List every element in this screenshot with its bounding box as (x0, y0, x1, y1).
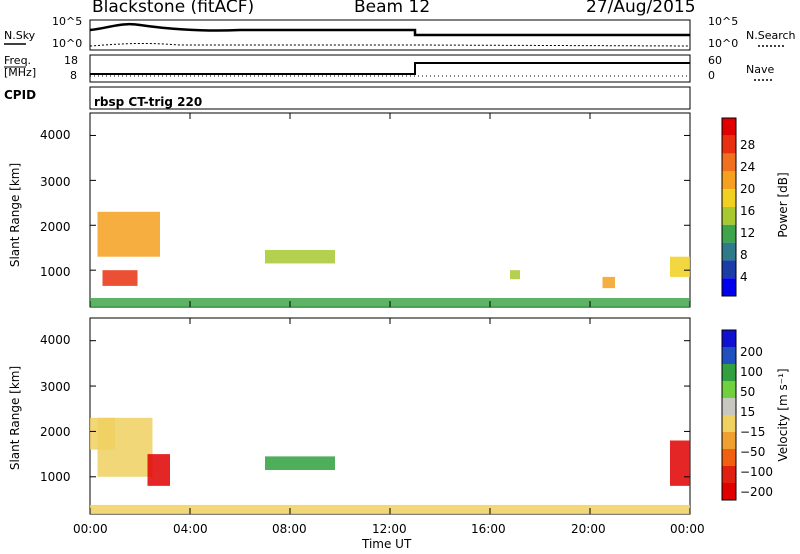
freq-label: Freq. (4, 54, 32, 67)
velocity-ytick-4000: 4000 (40, 333, 71, 347)
vel-cbar-tick-100: 100 (740, 365, 763, 379)
date-title: 27/Aug/2015 (586, 0, 696, 17)
nave-label: Nave (746, 63, 775, 76)
vel-cbar-tick-neg50: −50 (740, 445, 766, 459)
power-colorbar-cell-2 (722, 153, 736, 172)
vel-cbar-tick-neg200: −200 (740, 485, 773, 499)
power-cbar-tick-12: 12 (740, 226, 756, 240)
power-colorbar-cell-6 (722, 224, 736, 243)
beam-title: Beam 12 (354, 0, 431, 17)
cpid-text: rbsp CT-trig 220 (94, 95, 203, 109)
noise-left-tick-top: 10^5 (52, 15, 83, 28)
power-ytick-4000: 4000 (40, 128, 71, 142)
nave-tick-bottom: 0 (708, 69, 715, 82)
power-colorbar-cell-3 (722, 171, 736, 190)
velocity-panel-blob-3 (265, 456, 335, 470)
power-panel-blob-4 (602, 276, 615, 289)
power-colorbar-cell-8 (722, 260, 736, 279)
velocity-colorbar-cell-2 (722, 364, 736, 381)
power-panel-blob-1 (102, 270, 138, 286)
velocity-colorbar-cell-8 (722, 466, 736, 483)
noise-right-label: N.Search (746, 29, 796, 42)
noise-right-tick-top: 10^5 (708, 15, 739, 28)
xtick-6: 00:00 (670, 522, 705, 536)
velocity-colorbar-cell-3 (722, 381, 736, 398)
velocity-panel-blob-2 (147, 454, 170, 486)
freq-line (90, 62, 690, 75)
power-colorbar-cell-5 (722, 207, 736, 225)
xtick-5: 20:00 (571, 522, 606, 536)
power-panel-frame (89, 112, 691, 308)
vel-cbar-tick-200: 200 (740, 345, 763, 359)
power-panel-blob-0 (97, 211, 160, 257)
velocity-colorbar-cell-6 (722, 432, 736, 449)
freq-tick-top: 18 (64, 54, 78, 67)
xtick-0: 00:00 (73, 522, 108, 536)
power-panel-blob-3 (510, 270, 520, 280)
velocity-colorbar-cell-1 (722, 347, 736, 364)
xtick-3: 12:00 (372, 522, 407, 536)
power-colorbar-cell-9 (722, 278, 736, 296)
power-cbar-tick-8: 8 (740, 248, 748, 262)
velocity-ytick-3000: 3000 (40, 380, 71, 394)
xtick-1: 04:00 (173, 522, 208, 536)
velocity-colorbar-cell-5 (722, 415, 736, 432)
vel-cbar-tick-50: 50 (740, 385, 756, 399)
nave-tick-top: 60 (708, 54, 722, 67)
power-ytick-2000: 2000 (40, 220, 71, 234)
velocity-colorbar-cell-0 (722, 330, 736, 347)
power-colorbar-cell-0 (722, 118, 736, 136)
velocity-ytick-2000: 2000 (40, 425, 71, 439)
power-cbar-tick-4: 4 (740, 270, 748, 284)
velocity-colorbar-cell-4 (722, 398, 736, 415)
noise-sky-line (89, 22, 690, 37)
power-colorbar-cell-1 (722, 135, 736, 154)
noise-search-line (89, 42, 691, 47)
power-ytick-3000: 3000 (40, 175, 71, 189)
xtick-4: 16:00 (471, 522, 506, 536)
power-cbar-tick-24: 24 (740, 160, 756, 174)
site-title: Blackstone (fitACF) (92, 0, 255, 17)
velocity-colorbar-cell-7 (722, 449, 736, 466)
freq-unit-label: [MHz] (4, 66, 37, 79)
power-colorbar-cell-7 (722, 242, 736, 261)
power-ytick-1000: 1000 (40, 265, 71, 279)
velocity-colorbar-cell-9 (722, 483, 736, 500)
power-panel-blob-2 (265, 249, 335, 264)
velocity-panel-frame (89, 317, 691, 515)
vel-cbar-tick-neg100: −100 (740, 465, 773, 479)
power-cbar-tick-16: 16 (740, 204, 756, 218)
power-colorbar-cell-4 (722, 189, 736, 207)
power-panel-blob-5 (670, 256, 690, 277)
cpid-panel-frame (89, 86, 691, 110)
velocity-panel-blob-1 (90, 417, 115, 450)
noise-left-label: N.Sky (4, 29, 36, 42)
noise-left-tick-bottom: 10^0 (52, 37, 83, 50)
power-cbar-tick-20: 20 (740, 182, 756, 196)
cpid-label: CPID (4, 88, 37, 102)
velocity-colorbar-frame (721, 329, 737, 501)
vel-cbar-tick-15: 15 (740, 405, 756, 419)
power-cbar-tick-28: 28 (740, 138, 756, 152)
freq-tick-bottom: 8 (70, 69, 77, 82)
power-colorbar-frame (721, 117, 737, 297)
xtick-2: 08:00 (272, 522, 307, 536)
velocity-ytick-1000: 1000 (40, 470, 71, 484)
noise-right-tick-bottom: 10^0 (708, 37, 739, 50)
xaxis-label: Time UT (362, 537, 412, 551)
velocity-panel-blob-4 (670, 440, 690, 486)
vel-cbar-tick-neg15: −15 (740, 425, 766, 439)
freq-panel-frame (89, 54, 691, 83)
